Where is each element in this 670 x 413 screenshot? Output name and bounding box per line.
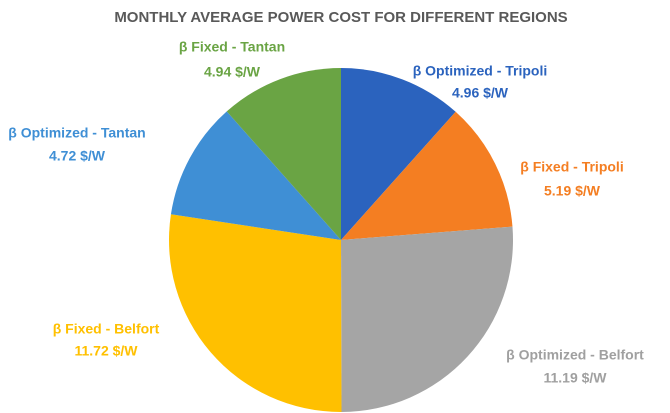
value-label: 4.96 $/W xyxy=(452,85,509,101)
value-label: 11.19 $/W xyxy=(543,370,607,386)
pie-slice xyxy=(168,214,342,412)
slice-label: β Optimized - Belfort xyxy=(506,347,644,363)
value-label: 5.19 $/W xyxy=(544,183,601,199)
value-label: 4.94 $/W xyxy=(204,64,261,80)
slice-label: β Optimized - Tantan xyxy=(8,125,145,141)
value-label: 11.72 $/W xyxy=(74,343,138,359)
slice-label: β Fixed - Tantan xyxy=(179,39,285,55)
pie-slice xyxy=(226,68,341,240)
slice-label: β Optimized - Tripoli xyxy=(413,63,548,79)
pie-slice xyxy=(341,111,513,241)
pie-slice xyxy=(341,226,513,412)
value-label: 4.72 $/W xyxy=(49,148,106,164)
pie-slice xyxy=(341,68,456,240)
slice-label: β Fixed - Belfort xyxy=(53,321,160,337)
slice-label: β Fixed - Tripoli xyxy=(520,159,623,175)
chart-title: MONTHLY AVERAGE POWER COST FOR DIFFERENT… xyxy=(114,9,567,26)
pie-slice xyxy=(170,111,341,240)
